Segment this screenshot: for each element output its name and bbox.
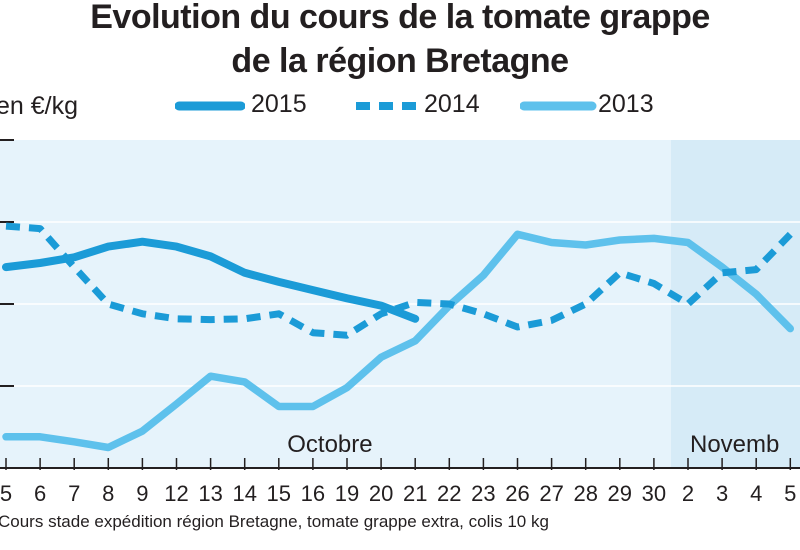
x-tick-label: 2: [682, 481, 694, 506]
x-tick-label: 5: [784, 481, 796, 506]
plot-background-november: [670, 140, 800, 468]
legend-swatch-2013: [520, 101, 597, 111]
x-tick-label: 6: [34, 481, 46, 506]
plot-background-october: [0, 140, 671, 468]
x-tick-label: 29: [608, 481, 632, 506]
x-tick-label: 3: [716, 481, 728, 506]
x-tick-label: 16: [301, 481, 325, 506]
legend-item-2014: 2014: [352, 90, 512, 120]
x-tick-label: 19: [335, 481, 359, 506]
x-tick-label: 14: [232, 481, 256, 506]
legend-swatch-2015: [175, 101, 245, 111]
footnote: Cours stade expédition région Bretagne, …: [0, 512, 549, 531]
x-tick-label: 9: [136, 481, 148, 506]
series-line-2013: [2, 230, 795, 452]
series-line-2015: [2, 237, 420, 323]
legend-label-2014: 2014: [424, 90, 480, 118]
x-tick-label: 7: [68, 481, 80, 506]
x-tick-label: 23: [471, 481, 495, 506]
x-tick-label: 26: [505, 481, 529, 506]
x-tick-label: 8: [102, 481, 114, 506]
chart-title-line1: Evolution du cours de la tomate grappe: [90, 0, 710, 36]
legend-label-2015: 2015: [251, 90, 307, 118]
legend-item-2013: 2013: [520, 90, 680, 120]
x-tick-label: 27: [539, 481, 563, 506]
x-tick-label: 28: [573, 481, 597, 506]
x-tick-label: 22: [437, 481, 461, 506]
legend-item-2015: 2015: [175, 90, 335, 120]
x-tick-label: 12: [164, 481, 188, 506]
x-tick-label: 13: [198, 481, 222, 506]
x-tick-label: 4: [750, 481, 762, 506]
x-tick-label: 20: [369, 481, 393, 506]
y-axis-unit-label: en €/kg: [0, 92, 79, 120]
month-label: Novemb: [690, 431, 779, 458]
legend-label-2013: 2013: [598, 90, 654, 118]
x-tick-label: 21: [403, 481, 427, 506]
x-tick-label: 30: [642, 481, 666, 506]
series-line-2014: [5, 222, 793, 339]
chart-title-line2: de la région Bretagne: [231, 42, 569, 80]
legend-swatch-2014: [356, 102, 418, 110]
x-tick-label: 15: [267, 481, 291, 506]
month-label: Octobre: [287, 431, 372, 458]
x-tick-label: 5: [0, 481, 12, 506]
